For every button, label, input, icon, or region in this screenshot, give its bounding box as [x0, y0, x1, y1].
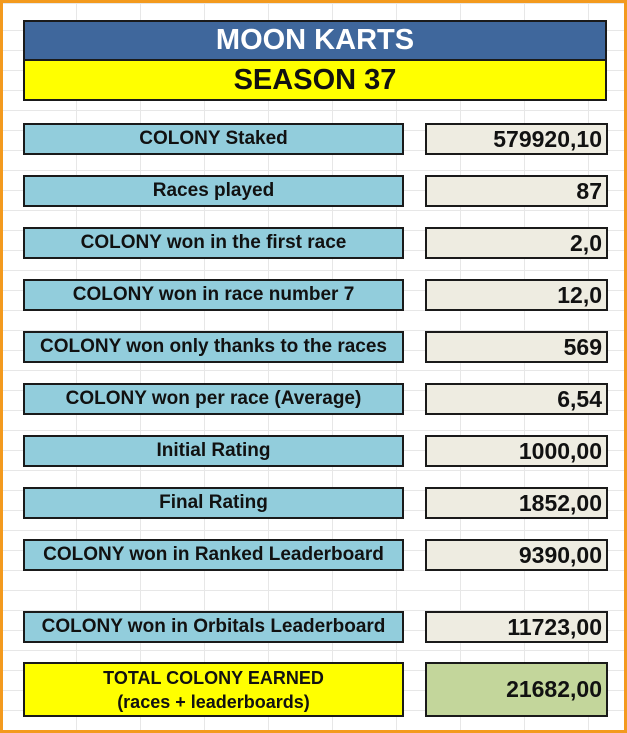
row-value: 9390,00 — [518, 541, 602, 568]
row-label: COLONY won in Ranked Leaderboard — [43, 544, 384, 565]
label-cell-orbitals-leaderboard[interactable]: COLONY won in Orbitals Leaderboard — [23, 611, 404, 643]
row-value: 2,0 — [570, 229, 602, 256]
label-cell-final-rating[interactable]: Final Rating — [23, 487, 404, 519]
total-label-line1: TOTAL COLONY EARNED — [103, 667, 324, 688]
total-value-cell[interactable]: 21682,00 — [425, 662, 608, 717]
row-label: COLONY won only thanks to the races — [40, 336, 387, 357]
value-cell-first-race[interactable]: 2,0 — [425, 227, 608, 259]
label-cell-colony-staked[interactable]: COLONY Staked — [23, 123, 404, 155]
row-label: COLONY won per race (Average) — [65, 388, 362, 409]
season-cell[interactable]: SEASON 37 — [23, 60, 607, 101]
label-cell-ranked-leaderboard[interactable]: COLONY won in Ranked Leaderboard — [23, 539, 404, 571]
value-cell-initial-rating[interactable]: 1000,00 — [425, 435, 608, 467]
row-label: COLONY won in the first race — [80, 232, 347, 253]
label-cell-races-played[interactable]: Races played — [23, 175, 404, 207]
row-value: 579920,10 — [493, 125, 602, 152]
value-cell-per-race-average[interactable]: 6,54 — [425, 383, 608, 415]
total-label-cell[interactable]: TOTAL COLONY EARNED (races + leaderboard… — [23, 662, 404, 717]
row-value: 12,0 — [557, 281, 602, 308]
value-cell-orbitals-leaderboard[interactable]: 11723,00 — [425, 611, 608, 643]
row-label: Initial Rating — [156, 440, 271, 461]
value-cell-races-played[interactable]: 87 — [425, 175, 608, 207]
total-value: 21682,00 — [506, 676, 602, 702]
row-label: Races played — [152, 180, 275, 201]
value-cell-races-only[interactable]: 569 — [425, 331, 608, 363]
row-label: COLONY won in Orbitals Leaderboard — [41, 616, 386, 637]
row-value: 6,54 — [557, 385, 602, 412]
label-cell-initial-rating[interactable]: Initial Rating — [23, 435, 404, 467]
row-value: 1852,00 — [518, 489, 602, 516]
value-cell-colony-staked[interactable]: 579920,10 — [425, 123, 608, 155]
label-cell-race-7[interactable]: COLONY won in race number 7 — [23, 279, 404, 311]
page-title: MOON KARTS — [215, 24, 415, 56]
row-label: COLONY won in race number 7 — [72, 284, 355, 305]
value-cell-race-7[interactable]: 12,0 — [425, 279, 608, 311]
row-value: 11723,00 — [507, 613, 602, 640]
total-label-line2: (races + leaderboards) — [117, 691, 310, 712]
row-label: COLONY Staked — [139, 128, 288, 149]
title-cell[interactable]: MOON KARTS — [23, 20, 607, 60]
row-value: 1000,00 — [518, 437, 602, 464]
label-cell-first-race[interactable]: COLONY won in the first race — [23, 227, 404, 259]
label-cell-races-only[interactable]: COLONY won only thanks to the races — [23, 331, 404, 363]
row-value: 87 — [576, 177, 602, 204]
label-cell-per-race-average[interactable]: COLONY won per race (Average) — [23, 383, 404, 415]
value-cell-ranked-leaderboard[interactable]: 9390,00 — [425, 539, 608, 571]
row-value: 569 — [563, 333, 602, 360]
value-cell-final-rating[interactable]: 1852,00 — [425, 487, 608, 519]
season-label: SEASON 37 — [233, 63, 397, 96]
row-label: Final Rating — [159, 492, 268, 513]
